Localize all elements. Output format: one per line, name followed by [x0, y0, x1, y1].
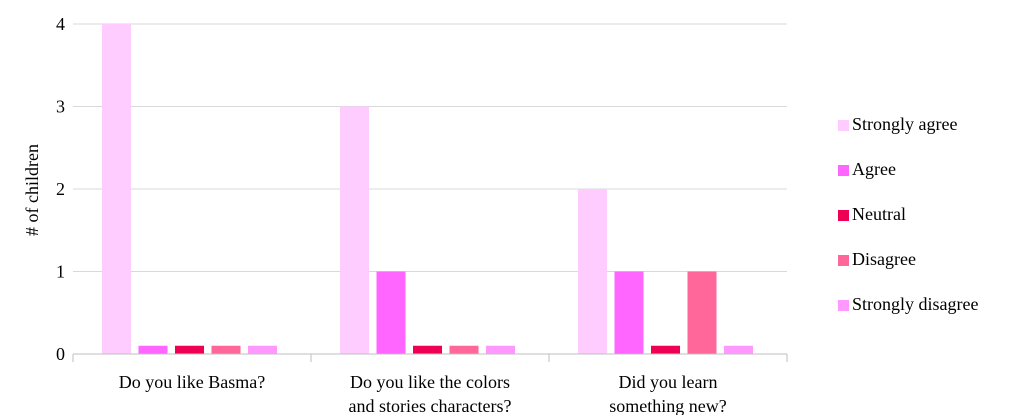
legend-swatch — [838, 165, 849, 176]
legend-label: Agree — [852, 159, 896, 179]
bar — [449, 345, 479, 354]
legend-swatch — [838, 120, 849, 131]
bar — [724, 345, 753, 354]
bar — [211, 345, 241, 354]
x-category-label: Did you learn — [619, 372, 718, 392]
bar — [248, 345, 277, 354]
bar — [102, 24, 131, 354]
x-category-label: and stories characters? — [349, 396, 512, 415]
bar — [376, 271, 406, 354]
x-axis — [72, 353, 788, 362]
bar — [138, 345, 168, 354]
category-labels: Do you like Basma? Do you like the colors… — [119, 372, 727, 415]
x-category-label: Do you like Basma? — [119, 372, 265, 392]
y-tick-label: 0 — [56, 344, 65, 364]
x-category-label: something new? — [609, 396, 726, 415]
y-tick-label: 3 — [56, 97, 65, 117]
legend-label: Strongly disagree — [852, 294, 978, 314]
legend-swatch — [838, 255, 849, 266]
legend-swatch — [838, 300, 849, 311]
y-tick-label: 4 — [56, 14, 65, 34]
bar — [413, 345, 442, 354]
x-category-label: Do you like the colors — [350, 372, 510, 392]
bar — [340, 106, 369, 354]
bar — [578, 189, 607, 354]
gridlines — [73, 23, 787, 272]
bar — [175, 345, 204, 354]
legend-label: Strongly agree — [852, 114, 957, 134]
y-axis-title: # of children — [22, 144, 42, 236]
legend-swatch — [838, 210, 849, 221]
legend-label: Neutral — [852, 204, 906, 224]
bar — [614, 271, 644, 354]
y-tick-label: 2 — [56, 179, 65, 199]
bar — [651, 345, 680, 354]
legend: Strongly agree Agree Neutral Disagree Strong… — [838, 114, 978, 314]
y-tick-label: 1 — [56, 262, 65, 282]
legend-label: Disagree — [852, 249, 916, 269]
bar — [486, 345, 515, 354]
bar — [687, 271, 717, 354]
bars — [102, 24, 753, 354]
y-axis-ticks: 0 1 2 3 4 — [56, 14, 65, 364]
